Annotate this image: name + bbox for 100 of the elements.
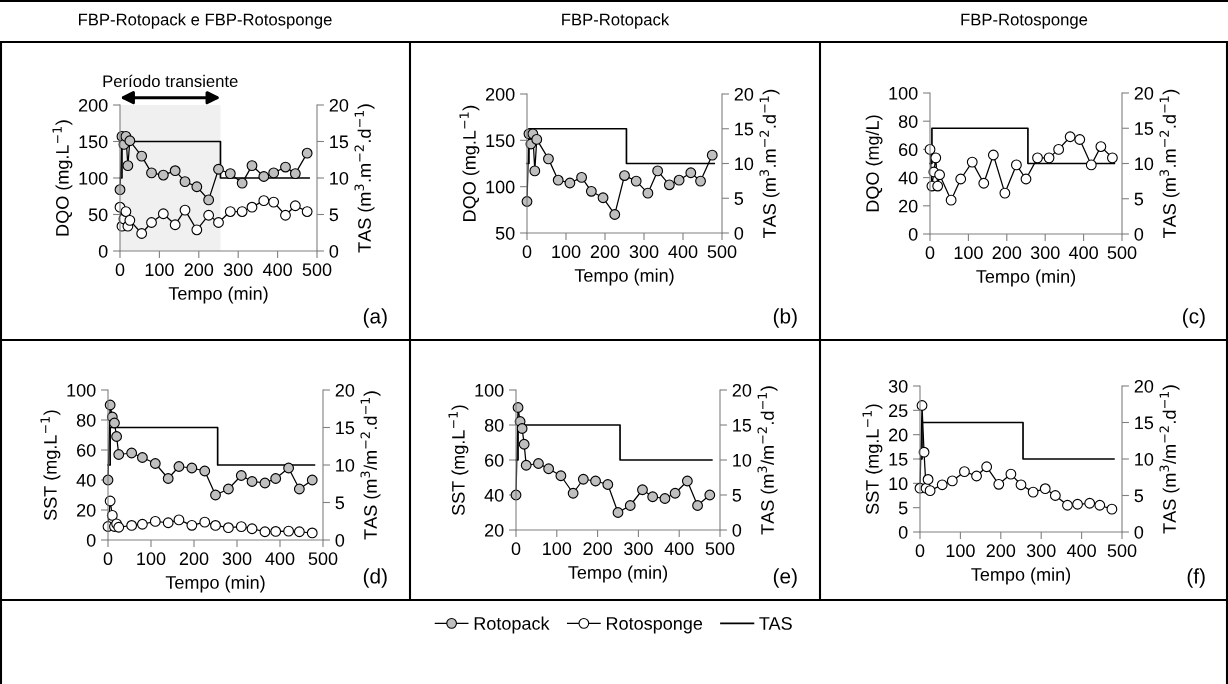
y-axis-title: SST (mg.L$^{−1}$): [448, 405, 469, 516]
x-tick-label: 500: [1107, 544, 1137, 558]
band-label: Período transiente: [103, 74, 238, 88]
x-tick-label: 400: [265, 552, 295, 566]
text: (d): [363, 568, 387, 588]
y-tick-label: 150: [486, 134, 515, 148]
x-axis-title: Tempo (min): [165, 575, 265, 593]
y-tick-label: 100: [67, 383, 96, 397]
x-tick-label: 200: [583, 542, 612, 556]
y2-tick-label: 10: [735, 157, 754, 171]
text: (c): [1183, 308, 1205, 328]
text: (b): [773, 308, 797, 328]
y2-tick-label: 20: [734, 87, 754, 101]
x-tick-label: 400: [1066, 544, 1096, 558]
y-tick-label: 25: [889, 404, 908, 418]
y-tick-label: 150: [79, 135, 108, 149]
y2-tick-label: 20: [335, 383, 355, 397]
y2-tick-label: 5: [734, 192, 744, 205]
y-tick-label: 80: [898, 115, 918, 128]
x-tick-label: 0: [522, 245, 532, 259]
legend-label: Rotopack: [474, 616, 550, 634]
chart-title: FBP-Rotosponge: [961, 13, 1088, 29]
legend-label: TAS: [759, 617, 792, 630]
y-tick-label: 0: [86, 533, 96, 547]
y-tick-label: 0: [898, 525, 908, 539]
legend-label: Rotosponge: [607, 617, 703, 634]
x-tick-label: 200: [184, 263, 214, 277]
y2-tick-label: 15: [733, 419, 752, 432]
x-tick-label: 100: [137, 552, 166, 566]
y-tick-label: 60: [77, 443, 96, 457]
y-axis-title: DQO (mg.L$^{−1}$): [459, 105, 480, 221]
x-tick-label: 100: [954, 246, 983, 260]
y-tick-label: 20: [485, 523, 504, 537]
y2-tick-label: 5: [335, 496, 345, 510]
y-tick-label: 40: [76, 473, 96, 487]
y-tick-label: 100: [889, 86, 918, 100]
text: (f): [1187, 568, 1205, 588]
text: (a): [363, 308, 387, 328]
y-tick-label: 40: [484, 488, 504, 502]
x-tick-label: 400: [664, 542, 694, 556]
y2-tick-label: 20: [1134, 86, 1154, 100]
y2-tick-label: 15: [336, 421, 355, 435]
y-tick-label: 50: [88, 208, 108, 222]
y2-tick-label: 20: [1134, 379, 1154, 393]
x-tick-label: 200: [986, 544, 1016, 558]
y2-tick-label: 0: [1134, 227, 1144, 241]
y2-tick-label: 10: [733, 453, 752, 467]
x-tick-label: 500: [705, 542, 735, 556]
y-tick-label: 20: [899, 199, 918, 213]
x-axis-title: Tempo (min): [971, 567, 1071, 585]
y-tick-label: 50: [495, 226, 515, 240]
y-tick-label: 20: [889, 428, 908, 442]
x-tick-label: 0: [115, 263, 125, 277]
y2-tick-label: 10: [336, 458, 355, 472]
y2-tick-label: 15: [735, 122, 754, 136]
y-axis-title: SST (mg.L$^{−1}$): [40, 410, 61, 521]
x-tick-label: 0: [925, 246, 935, 260]
x-tick-label: 100: [552, 245, 581, 259]
x-tick-label: 400: [1068, 246, 1098, 260]
x-tick-label: 100: [145, 263, 174, 277]
x-tick-label: 300: [624, 542, 653, 556]
y-tick-label: 200: [485, 87, 515, 101]
y2-tick-label: 10: [1135, 452, 1154, 466]
y2-axis-title: TAS (m$^{3}$.m$^{−2}$.d$^{−1}$): [1159, 89, 1180, 238]
x-tick-label: 100: [946, 544, 975, 558]
y-tick-label: 100: [475, 383, 504, 397]
y2-tick-label: 0: [732, 523, 742, 537]
y2-axis-title: TAS (m$^{3}$.m$^{−2}$.d$^{−1}$): [354, 104, 375, 253]
x-tick-label: 300: [1030, 246, 1060, 260]
x-tick-label: 200: [992, 246, 1022, 260]
y-tick-label: 80: [484, 418, 504, 432]
x-axis-title: Tempo (min): [574, 268, 674, 286]
x-tick-label: 300: [223, 263, 253, 277]
y2-tick-label: 5: [1134, 192, 1144, 206]
y-tick-label: 100: [79, 171, 108, 185]
x-tick-label: 400: [668, 245, 698, 259]
y2-tick-label: 20: [732, 383, 752, 397]
y2-tick-label: 15: [1135, 416, 1154, 430]
y-tick-label: 10: [889, 477, 908, 491]
x-tick-label: 200: [179, 552, 209, 566]
y-tick-label: 80: [76, 413, 96, 427]
y2-tick-label: 20: [329, 98, 349, 112]
y2-tick-label: 5: [1134, 489, 1144, 503]
y2-tick-label: 5: [732, 489, 742, 502]
y2-tick-label: 0: [1134, 525, 1144, 539]
y2-tick-label: 15: [1135, 122, 1154, 135]
x-axis-title: Tempo (min): [976, 269, 1076, 287]
x-tick-label: 500: [308, 552, 338, 566]
y-axis-title: DQO (mg.L$^{−1}$): [52, 120, 73, 236]
y-tick-label: 5: [898, 501, 908, 515]
y-axis-title: SST (mg.L$^{−1}$): [862, 404, 883, 515]
y2-axis-title: TAS (m$^{3}$/m$^{−2}$.d$^{−1}$): [757, 386, 778, 535]
x-axis-title: Tempo (min): [568, 565, 668, 583]
y-axis-title: DQO (mg/L): [865, 115, 883, 212]
y2-tick-label: 5: [329, 208, 339, 222]
x-axis-title: Tempo (min): [168, 286, 268, 304]
y2-tick-label: 10: [330, 171, 349, 185]
x-tick-label: 400: [262, 263, 292, 277]
x-tick-label: 300: [222, 552, 252, 566]
y-tick-label: 40: [898, 171, 918, 185]
